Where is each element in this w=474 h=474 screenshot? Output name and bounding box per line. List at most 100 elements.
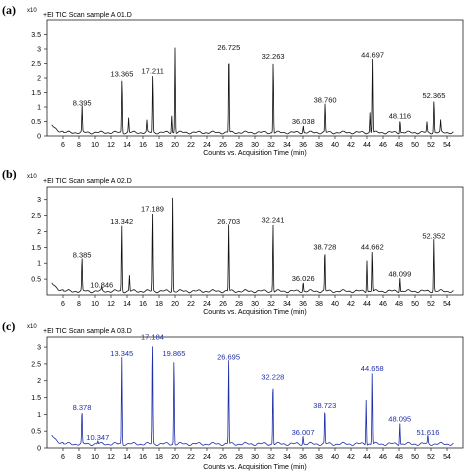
- panel-b-scale-label: x10: [27, 174, 37, 180]
- panel-a-x-tick-label: 26: [219, 142, 227, 149]
- panel-c-x-tick-label: 6: [61, 454, 65, 461]
- panel-a-x-tick-label: 8: [77, 142, 81, 149]
- panel-c-peak-label: 26.695: [217, 352, 240, 361]
- panel-b-peak-label: 38.728: [313, 242, 336, 251]
- panel-c-scale-label: x10: [27, 324, 37, 330]
- panel-a-y-tick-label: 1.5: [31, 90, 41, 97]
- panel-a-x-tick-label: 44: [363, 142, 371, 149]
- panel-b-x-tick-label: 48: [395, 301, 403, 308]
- panel-b-x-tick-label: 38: [315, 301, 323, 308]
- panel-b-x-tick-label: 44: [363, 301, 371, 308]
- panel-a-x-tick-label: 50: [411, 142, 419, 149]
- panel-a-x-tick-label: 12: [107, 142, 115, 149]
- panel-c-tic-trace: [51, 346, 454, 447]
- panel-b-peak-label: 32.241: [261, 215, 284, 224]
- panel-b-x-tick-label: 36: [299, 301, 307, 308]
- panel-c-peak-label: 51.616: [416, 428, 439, 437]
- panel-a-x-tick-label: 36: [299, 142, 307, 149]
- panel-a-x-tick-label: 6: [61, 142, 65, 149]
- panel-b-x-tick-label: 24: [203, 301, 211, 308]
- panel-b-x-tick-label: 16: [139, 301, 147, 308]
- panel-a-peak-label: 52.365: [422, 91, 445, 100]
- panel-a-x-tick-label: 24: [203, 142, 211, 149]
- panel-b-x-tick-label: 50: [411, 301, 419, 308]
- panel-b-x-tick-label: 28: [235, 301, 243, 308]
- panel-c-x-tick-label: 20: [171, 454, 179, 461]
- panel-a-x-tick-label: 48: [395, 142, 403, 149]
- panel-c-x-tick-label: 52: [427, 454, 435, 461]
- panel-a-x-tick-label: 52: [427, 142, 435, 149]
- panel-b-peak-label: 10.846: [90, 281, 113, 290]
- panel-b-y-tick-label: 3: [37, 197, 41, 204]
- panel-c-y-tick-label: 3: [37, 345, 41, 352]
- panel-a-x-tick-label: 40: [331, 142, 339, 149]
- panel-c-x-tick-label: 30: [251, 454, 259, 461]
- panel-b-x-tick-label: 18: [155, 301, 163, 308]
- panel-b-y-tick-label: 1: [37, 261, 41, 268]
- panel-b-x-tick-label: 52: [427, 301, 435, 308]
- panel-c-peak-label: 17.184: [141, 332, 164, 341]
- panel-c-xlabel: Counts vs. Acquisition Time (min): [203, 464, 306, 471]
- panel-a-y-tick-label: 3.5: [31, 32, 41, 39]
- panel-b-letter: (b): [2, 167, 17, 181]
- panel-c-y-tick-label: 0: [37, 446, 41, 453]
- panel-a-peak-label: 8.395: [73, 98, 92, 107]
- panel-a-xlabel: Counts vs. Acquisition Time (min): [203, 150, 306, 157]
- panel-b-peak-label: 8.385: [73, 250, 92, 259]
- panel-b-peak-label: 52.352: [422, 231, 445, 240]
- panel-a-x-tick-label: 46: [379, 142, 387, 149]
- panel-b-x-tick-label: 12: [107, 301, 115, 308]
- panel-a-y-tick-label: 2.5: [31, 61, 41, 68]
- panel-c-x-tick-label: 32: [267, 454, 275, 461]
- panel-a-peak-label: 48.116: [389, 111, 411, 120]
- panel-b-xlabel: Counts vs. Acquisition Time (min): [203, 309, 306, 316]
- panel-a-x-tick-label: 30: [251, 142, 259, 149]
- panel-c-x-tick-label: 10: [91, 454, 99, 461]
- panel-b-x-tick-label: 32: [267, 301, 275, 308]
- panel-c-x-tick-label: 16: [139, 454, 147, 461]
- panel-b-y-tick-label: 0.5: [31, 277, 41, 284]
- panel-b-x-tick-label: 34: [283, 301, 291, 308]
- panel-a-x-tick-label: 54: [443, 142, 451, 149]
- panel-c-x-tick-label: 42: [347, 454, 355, 461]
- panel-c-x-tick-label: 36: [299, 454, 307, 461]
- panel-c-x-tick-label: 48: [395, 454, 403, 461]
- panel-a-tic-trace: [51, 47, 454, 135]
- panel-c-peak-label: 8.378: [73, 403, 92, 412]
- panel-c-title: +EI TIC Scan sample A 03.D: [43, 328, 132, 335]
- panel-a-x-tick-label: 42: [347, 142, 355, 149]
- panel-b-x-tick-label: 8: [77, 301, 81, 308]
- panel-c-y-tick-label: 2: [37, 378, 41, 385]
- panel-b: (b) x10 +EI TIC Scan sample A 02.D Count…: [2, 167, 464, 316]
- panel-c-peak-label: 32.228: [261, 373, 284, 382]
- panel-a-y-tick-label: 3: [37, 47, 41, 54]
- panel-c-y-tick-label: 1.5: [31, 395, 41, 402]
- panel-c-x-tick-label: 38: [315, 454, 323, 461]
- panel-c-peak-label: 48.095: [388, 415, 411, 424]
- panel-a-x-tick-label: 10: [91, 142, 99, 149]
- panel-c-y-tick-label: 1: [37, 412, 41, 419]
- panel-b-x-tick-label: 46: [379, 301, 387, 308]
- panel-b-y-tick-label: 1.5: [31, 245, 41, 252]
- panel-a-peak-label: 44.697: [361, 50, 384, 59]
- panel-b-tic-trace: [51, 197, 454, 294]
- panel-c-x-tick-label: 26: [219, 454, 227, 461]
- panel-c-peak-label: 13.345: [110, 349, 133, 358]
- panel-b-peak-label: 36.026: [292, 274, 315, 283]
- panel-a-x-tick-label: 16: [139, 142, 147, 149]
- panel-b-x-tick-label: 22: [187, 301, 195, 308]
- panel-c-x-tick-label: 24: [203, 454, 211, 461]
- panel-b-x-tick-label: 30: [251, 301, 259, 308]
- panel-b-peak-label: 13.342: [110, 217, 133, 226]
- panel-c-x-tick-label: 22: [187, 454, 195, 461]
- panel-c-y-tick-label: 2.5: [31, 361, 41, 368]
- panel-c-x-tick-label: 12: [107, 454, 115, 461]
- panel-a-letter: (a): [2, 3, 16, 17]
- panel-a-y-tick-label: 0.5: [31, 119, 41, 126]
- panel-b-plot-frame: [46, 186, 464, 296]
- panel-c-x-tick-label: 44: [363, 454, 371, 461]
- panel-c-x-tick-label: 40: [331, 454, 339, 461]
- panel-c-peak-label: 19.865: [162, 349, 185, 358]
- panel-b-x-tick-label: 40: [331, 301, 339, 308]
- panel-b-title: +EI TIC Scan sample A 02.D: [43, 178, 132, 185]
